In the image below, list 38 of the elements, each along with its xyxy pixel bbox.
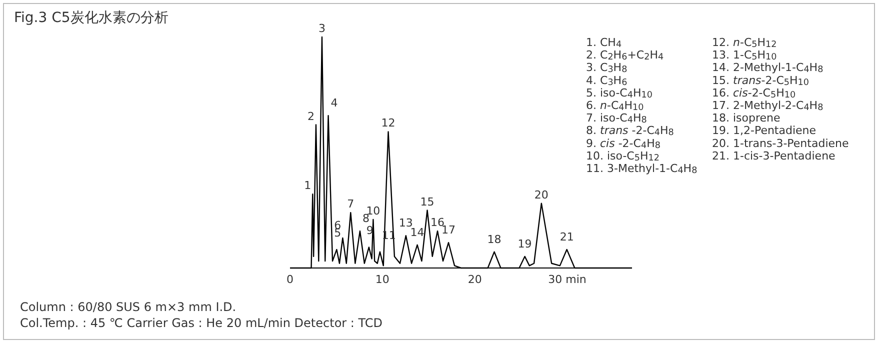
annotation: 16. cis-2-C$_{5}$H$_{10}$ xyxy=(712,86,796,101)
annotation: 4. C$_{3}$H$_{6}$ xyxy=(586,74,628,88)
annotation: 15. trans-2-C$_{5}$H$_{10}$ xyxy=(712,74,809,88)
annotation: 17. 2-Methyl-2-C$_{4}$H$_{8}$ xyxy=(712,99,824,114)
annotation: 18 xyxy=(487,232,502,246)
annotation: 21. 1-cis-3-Pentadiene xyxy=(712,149,836,162)
annotation: 14. 2-Methyl-1-C$_{4}$H$_{8}$ xyxy=(712,61,824,76)
annotation: 12. n-C$_{5}$H$_{12}$ xyxy=(712,36,777,50)
annotation: 19 xyxy=(518,237,532,250)
annotation: 14 xyxy=(410,226,424,239)
annotation: 9. cis -2-C$_{4}$H$_{8}$ xyxy=(586,136,660,152)
annotation: Col.Temp. : 45 ℃ Carrier Gas : He 20 mL/min Detector : TCD xyxy=(20,316,383,330)
annotation: 5. iso-C$_{4}$H$_{10}$ xyxy=(586,86,652,101)
annotation: 7 xyxy=(347,198,354,211)
annotation: 3 xyxy=(318,22,326,35)
annotation: 4 xyxy=(330,96,338,110)
annotation: 21 xyxy=(560,230,574,244)
annotation: 7. iso-C$_{4}$H$_{8}$ xyxy=(586,112,647,126)
annotation: 18. isoprene xyxy=(712,112,780,125)
annotation: 13. 1-C$_{5}$H$_{10}$ xyxy=(712,48,777,63)
annotation: 2. C$_{2}$H$_{6}$+C$_{2}$H$_{4}$ xyxy=(586,48,664,63)
annotation: 12 xyxy=(381,116,396,130)
annotation: 15 xyxy=(420,195,434,208)
annotation: 20 xyxy=(534,188,548,202)
annotation: 2 xyxy=(307,110,314,123)
annotation: 10. iso-C$_{5}$H$_{12}$ xyxy=(586,149,660,164)
annotation: 6. n-C$_{4}$H$_{10}$ xyxy=(586,99,644,114)
annotation: 11. 3-Methyl-1-C$_{4}$H$_{8}$ xyxy=(586,162,698,176)
annotation: Column : 60/80 SUS 6 m×3 mm I.D. xyxy=(20,300,236,314)
annotation: 13 xyxy=(398,216,413,230)
annotation: 3. C$_{3}$H$_{8}$ xyxy=(586,61,628,76)
annotation: 20. 1-trans-3-Pentadiene xyxy=(712,136,849,150)
annotation: 8 xyxy=(362,212,370,226)
title: Fig.3 C5炭化水素の分析 xyxy=(14,10,168,26)
annotation: 8. trans -2-C$_{4}$H$_{8}$ xyxy=(586,124,674,139)
annotation: 1. CH$_{4}$ xyxy=(586,36,622,50)
annotation: 19. 1,2-Pentadiene xyxy=(712,124,816,138)
annotation: 1 xyxy=(304,179,312,192)
